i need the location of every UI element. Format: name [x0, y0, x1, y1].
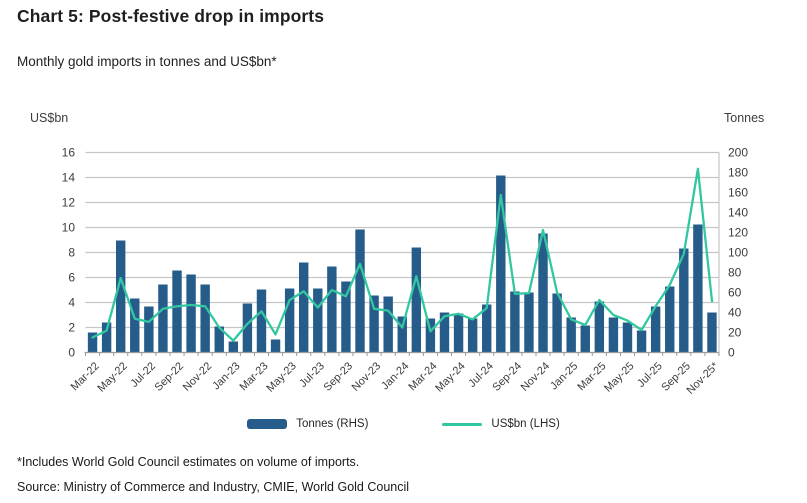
chart-canvas: 0246810121416020406080100120140160180200…: [30, 111, 764, 397]
left-axis-tick-label: 12: [62, 196, 76, 210]
bar-Jul-22: [144, 306, 154, 353]
bar-May-22: [115, 240, 126, 353]
left-axis-tick-label: 10: [62, 221, 76, 235]
usbn-line-series: [91, 167, 714, 342]
tonnes-swatch-icon: [247, 419, 288, 429]
right-axis-tick-label: 100: [728, 246, 748, 260]
right-axis-tick-label: 120: [728, 226, 748, 240]
x-axis-label-May-24: May-24: [433, 360, 467, 394]
bar-Nov-23: [369, 295, 379, 353]
legend-tonnes-label: Tonnes (RHS): [296, 418, 369, 430]
right-axis-tick-label: 60: [728, 286, 742, 300]
bar-Jun-24: [467, 318, 478, 353]
bar-Jan-23: [228, 341, 239, 353]
x-axis-label-Jan-25: Jan-25: [548, 360, 580, 392]
bar-Dec-23: [383, 296, 393, 353]
bar-Sep-25: [679, 248, 689, 353]
bar-May-23: [284, 288, 295, 353]
bar-Oct-25: [693, 224, 703, 353]
bar-Mar-25: [594, 301, 605, 353]
bar-Mar-22: [87, 332, 98, 353]
bar-Apr-24: [439, 312, 450, 353]
bar-Jul-23: [313, 288, 323, 353]
left-axis-title: US$bn: [30, 111, 68, 125]
bar-Nov-25*: [707, 312, 717, 353]
bar-Aug-24: [496, 175, 506, 353]
left-axis-tick-label: 16: [62, 146, 76, 160]
left-axis-tick-label: 8: [68, 246, 75, 260]
right-axis-tick-label: 80: [728, 266, 742, 280]
bar-Oct-23: [355, 229, 365, 353]
chart-footnote: *Includes World Gold Council estimates o…: [17, 455, 360, 469]
x-axis-label-Jan-24: Jan-24: [379, 360, 411, 392]
chart-subtitle: Monthly gold imports in tonnes and US$bn…: [17, 54, 277, 69]
bar-Apr-23: [270, 339, 281, 353]
left-axis-tick-label: 14: [62, 171, 76, 185]
bar-Aug-25: [665, 286, 675, 353]
bar-Apr-22: [101, 322, 112, 353]
x-axis-label-Nov-24: Nov-24: [519, 360, 553, 394]
usbn-swatch-icon: [442, 422, 483, 426]
x-axis-label-Sep-22: Sep-22: [153, 360, 187, 394]
x-axis-label-Sep-24: Sep-24: [490, 360, 524, 394]
x-axis-label-Nov-23: Nov-23: [350, 360, 384, 394]
x-axis-label-Nov-22: Nov-22: [181, 360, 215, 394]
x-axis-label-May-23: May-23: [264, 360, 298, 394]
x-axis-label-Nov-25*: Nov-25*: [685, 360, 722, 397]
right-axis-tick-label: 20: [728, 326, 742, 340]
x-axis-label-Jan-23: Jan-23: [210, 360, 242, 392]
bar-Jun-22: [130, 298, 140, 353]
bar-Jun-25: [636, 330, 647, 353]
bar-Mar-24: [425, 318, 436, 353]
x-axis-label-May-22: May-22: [95, 360, 129, 394]
bar-Dec-24: [552, 293, 562, 353]
bar-Feb-24: [411, 247, 422, 353]
x-axis-label-Sep-23: Sep-23: [322, 360, 356, 394]
right-axis-tick-label: 180: [728, 166, 748, 180]
bar-Sep-23: [341, 281, 351, 353]
bar-Nov-22: [200, 284, 210, 353]
right-axis-tick-label: 0: [728, 346, 735, 360]
chart-area: 0 2 4 6 8 10 12 14 16 0 20 40 60 80 100 120 140 160 180 200…: [0, 100, 807, 415]
bar-May-24: [453, 313, 464, 353]
chart-legend: Tonnes (RHS) US$bn (LHS): [0, 418, 807, 430]
bar-Sep-24: [510, 291, 520, 353]
bar-Aug-22: [158, 284, 168, 353]
bar-Nov-24: [538, 233, 548, 353]
bar-Aug-23: [327, 266, 337, 353]
left-axis-tick-label: 0: [68, 346, 75, 360]
bar-Jun-23: [299, 262, 309, 353]
left-axis-tick-label: 2: [68, 321, 75, 335]
x-axis-label-May-25: May-25: [602, 360, 636, 394]
bar-Mar-23: [256, 289, 267, 353]
bar-Apr-25: [608, 317, 619, 353]
bar-Oct-22: [186, 274, 196, 353]
bar-Feb-23: [242, 303, 253, 353]
chart-source: Source: Ministry of Commerce and Industr…: [17, 480, 410, 494]
right-axis-title: Tonnes: [724, 111, 764, 125]
left-axis-tick-label: 6: [68, 271, 75, 285]
bar-Jan-24: [397, 316, 407, 353]
right-axis-tick-label: 140: [728, 206, 748, 220]
chart-title: Chart 5: Post-festive drop in imports: [17, 6, 325, 26]
bar-Sep-22: [172, 270, 182, 353]
legend-item-tonnes: Tonnes (RHS): [247, 418, 368, 430]
bar-Oct-24: [524, 292, 534, 353]
left-axis-tick-label: 4: [68, 296, 75, 310]
right-axis-tick-label: 200: [728, 146, 748, 160]
bar-Feb-25: [580, 325, 590, 353]
right-axis-tick-label: 40: [728, 306, 742, 320]
bar-Jul-24: [482, 304, 492, 353]
bar-Jan-25: [566, 317, 576, 353]
legend-item-usbn: US$bn (LHS): [442, 418, 560, 430]
bar-Jul-25: [650, 306, 661, 353]
bar-May-25: [622, 322, 633, 353]
legend-usbn-label: US$bn (LHS): [491, 418, 560, 430]
right-axis-tick-label: 160: [728, 186, 748, 200]
bar-Dec-22: [214, 326, 224, 353]
